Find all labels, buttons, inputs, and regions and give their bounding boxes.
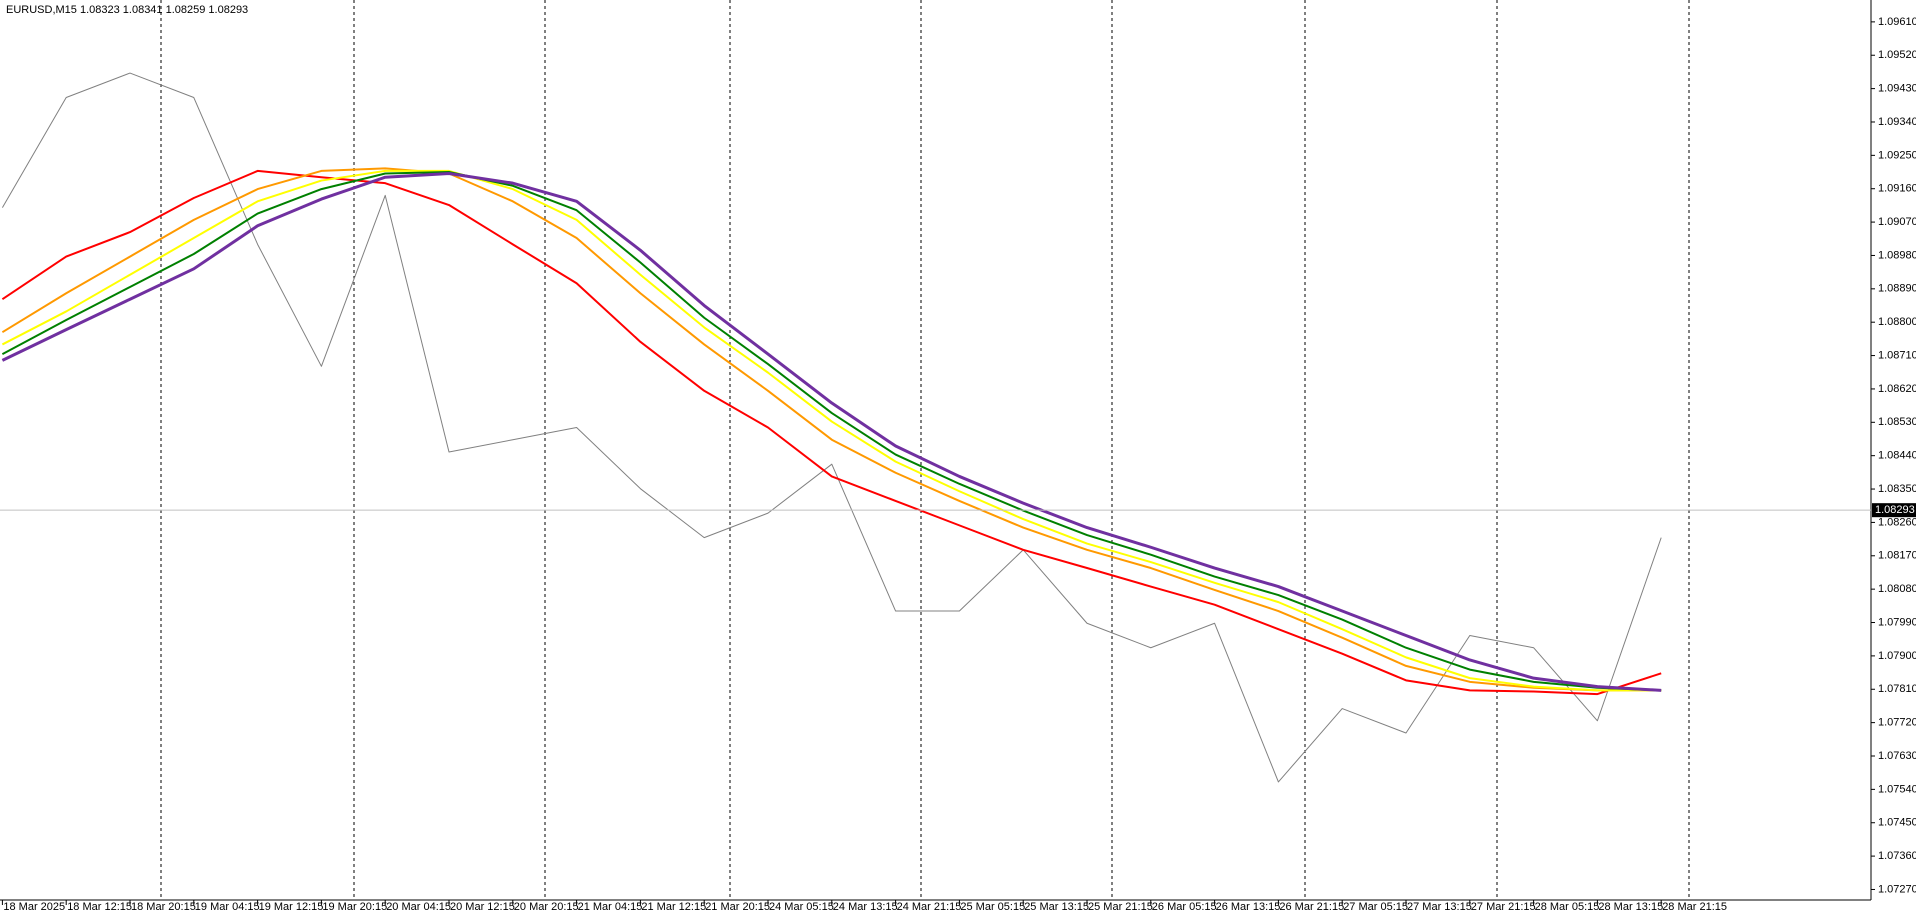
y-tick-label: 1.07630 (1878, 750, 1916, 762)
y-tick-label: 1.09430 (1878, 83, 1916, 95)
series-line (1, 167, 1662, 692)
x-tick-label: 19 Mar 20:15 (322, 901, 387, 913)
x-tick-label: 26 Mar 13:15 (1216, 901, 1281, 913)
chart-title: EURUSD,M15 1.08323 1.08341 1.08259 1.082… (6, 4, 248, 16)
x-tick-label: 21 Mar 20:15 (705, 901, 770, 913)
day-separators (160, 0, 1690, 900)
series-line (1, 171, 1662, 692)
y-tick-label: 1.08170 (1878, 550, 1916, 562)
y-tick-label: 1.09160 (1878, 183, 1916, 195)
x-tick-label: 24 Mar 05:15 (769, 901, 834, 913)
x-tick-label: 18 Mar 20:15 (131, 901, 196, 913)
y-tick-label: 1.07270 (1878, 883, 1916, 895)
y-tick-label: 1.07450 (1878, 817, 1916, 829)
series-line (1, 72, 1662, 783)
series-line (1, 169, 1662, 696)
x-tick-label: 27 Mar 05:15 (1343, 901, 1408, 913)
x-tick-label: 27 Mar 21:15 (1471, 901, 1536, 913)
x-tick-label: 18 Mar 2025 (3, 901, 65, 913)
y-tick-label: 1.07990 (1878, 616, 1916, 628)
x-tick-label: 21 Mar 04:15 (578, 901, 643, 913)
y-tick-label: 1.08800 (1878, 316, 1916, 328)
y-tick-label: 1.08890 (1878, 283, 1916, 295)
y-tick-label: 1.09610 (1878, 16, 1916, 28)
x-tick-label: 21 Mar 12:15 (641, 901, 706, 913)
x-tick-label: 28 Mar 13:15 (1598, 901, 1663, 913)
x-tick-label: 20 Mar 12:15 (450, 901, 515, 913)
y-tick-label: 1.08980 (1878, 249, 1916, 261)
x-tick-label: 26 Mar 05:15 (1152, 901, 1217, 913)
y-tick-label: 1.08440 (1878, 450, 1916, 462)
x-tick-label: 27 Mar 13:15 (1407, 901, 1472, 913)
y-tick-label: 1.07720 (1878, 717, 1916, 729)
y-tick-label: 1.07810 (1878, 683, 1916, 695)
x-tick-label: 25 Mar 21:15 (1088, 901, 1153, 913)
y-tick-label: 1.08530 (1878, 416, 1916, 428)
series-line (1, 172, 1662, 692)
y-tick-label: 1.07540 (1878, 783, 1916, 795)
x-tick-label: 28 Mar 21:15 (1662, 901, 1727, 913)
x-tick-label: 20 Mar 20:15 (514, 901, 579, 913)
x-tick-label: 26 Mar 21:15 (1279, 901, 1344, 913)
x-tick-label: 28 Mar 05:15 (1535, 901, 1600, 913)
y-tick-label: 1.08350 (1878, 483, 1916, 495)
x-tick-label: 19 Mar 12:15 (259, 901, 324, 913)
x-tick-label: 19 Mar 04:15 (195, 901, 260, 913)
last-price-box (1872, 503, 1916, 518)
series-line (1, 169, 1662, 692)
x-tick-label: 24 Mar 13:15 (833, 901, 898, 913)
x-tick-label: 20 Mar 04:15 (386, 901, 451, 913)
y-tick-label: 1.08710 (1878, 349, 1916, 361)
y-tick-label: 1.08260 (1878, 516, 1916, 528)
y-tick-label: 1.07900 (1878, 650, 1916, 662)
x-tick-label: 18 Mar 12:15 (67, 901, 132, 913)
y-tick-label: 1.09250 (1878, 149, 1916, 161)
y-tick-label: 1.07360 (1878, 850, 1916, 862)
x-tick-label: 25 Mar 05:15 (960, 901, 1025, 913)
y-tick-label: 1.08620 (1878, 383, 1916, 395)
x-tick-label: 24 Mar 21:15 (897, 901, 962, 913)
y-tick-label: 1.09520 (1878, 49, 1916, 61)
x-tick-label: 25 Mar 13:15 (1024, 901, 1089, 913)
y-tick-label: 1.08080 (1878, 583, 1916, 595)
y-tick-label: 1.09070 (1878, 216, 1916, 228)
y-tick-label: 1.09340 (1878, 116, 1916, 128)
last-price-label: 1.08293 (1875, 504, 1915, 516)
